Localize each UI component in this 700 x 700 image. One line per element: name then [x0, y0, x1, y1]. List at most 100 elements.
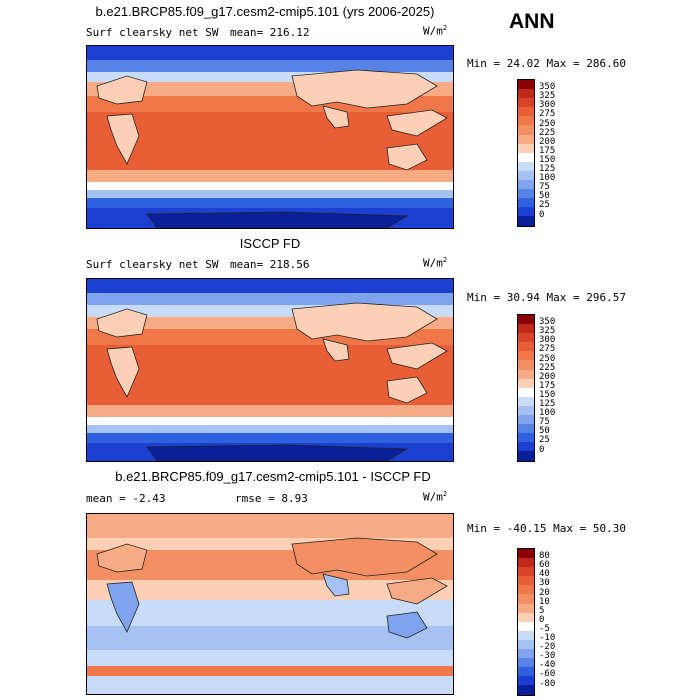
colorbar-tick-label: -5 [539, 623, 550, 634]
colorbar-tick-label: 80 [539, 551, 550, 562]
colorbar-tick-label: 0 [539, 614, 545, 625]
colorbar-tick-label: 175 [539, 380, 556, 391]
colorbar-swatch [518, 98, 534, 108]
panel1-colorbar: 350 325 300 275 250 225 200 175 150 125 100 75 50 25 0 [517, 79, 555, 227]
panel3-map-field [87, 514, 453, 694]
colorbar-swatch [518, 369, 534, 379]
colorbar-tick-label: 225 [539, 127, 556, 138]
colorbar-swatch [518, 134, 534, 144]
colorbar-tick-label: 325 [539, 91, 556, 102]
colorbar-tick-label: 350 [539, 82, 556, 93]
colorbar-tick-label: 175 [539, 145, 556, 156]
colorbar-swatch [518, 451, 534, 461]
colorbar-tick-label: 125 [539, 164, 556, 174]
colorbar-tick-label: 300 [539, 100, 556, 111]
panel1-units: W/m2 [423, 24, 448, 38]
colorbar-swatch [518, 180, 534, 190]
colorbar-tick-label: 325 [539, 326, 556, 337]
colorbar-tick-label: 250 [539, 118, 556, 129]
colorbar-swatch [518, 594, 534, 604]
colorbar-swatch [518, 207, 534, 217]
colorbar-swatch [518, 170, 534, 181]
colorbar-swatch [518, 216, 534, 226]
colorbar-tick-label: 25 [539, 200, 550, 211]
panel2-map [86, 278, 454, 462]
colorbar-tick-label: -30 [539, 651, 556, 662]
colorbar-tick-label: 5 [539, 605, 545, 616]
colorbar-tick-label: 60 [539, 560, 550, 571]
panel2-title: ISCCP FD [239, 236, 301, 251]
colorbar-swatch [518, 351, 534, 361]
colorbar-swatch [518, 360, 534, 370]
panel2-variable: Surf clearsky net SW [86, 258, 219, 271]
colorbar-swatch [518, 189, 534, 199]
panel2-map-field [87, 279, 453, 461]
colorbar-tick-label: 50 [539, 426, 550, 437]
colorbar-swatch [518, 387, 534, 397]
panel3-rmse: rmse = 8.93 [235, 492, 308, 505]
colorbar-swatch [518, 667, 534, 677]
panel2-colorbar-swatches [517, 314, 535, 462]
colorbar-swatch [518, 116, 534, 126]
colorbar-swatch [518, 658, 534, 668]
colorbar-tick-label: -10 [539, 633, 556, 643]
colorbar-tick-label: 10 [539, 596, 550, 607]
colorbar-swatch [518, 621, 534, 631]
colorbar-tick-label: 275 [539, 344, 556, 355]
panel1-variable: Surf clearsky net SW [86, 26, 219, 39]
colorbar-tick-label: 150 [539, 389, 556, 400]
colorbar-tick-label: -60 [539, 669, 556, 680]
colorbar-tick-label: 75 [539, 182, 550, 193]
colorbar-swatch [518, 567, 534, 577]
panel3-minmax: Min = -40.15 Max = 50.30 [467, 522, 626, 535]
colorbar-swatch [518, 198, 534, 208]
panel3-mean: mean = -2.43 [86, 492, 166, 505]
panel1-minmax: Min = 24.02 Max = 286.60 [467, 57, 626, 70]
colorbar-swatch [518, 396, 534, 406]
colorbar-swatch [518, 378, 534, 388]
colorbar-tick-label: 0 [539, 209, 545, 220]
colorbar-tick-label: 75 [539, 417, 550, 428]
colorbar-tick-label: 275 [539, 109, 556, 120]
panel3-map [86, 513, 454, 695]
colorbar-tick-label: 20 [539, 587, 550, 598]
colorbar-tick-label: 100 [539, 408, 556, 419]
colorbar-swatch [518, 630, 534, 640]
colorbar-tick-label: 125 [539, 399, 556, 409]
colorbar-tick-label: 40 [539, 569, 550, 580]
colorbar-swatch [518, 442, 534, 452]
colorbar-tick-label: -40 [539, 660, 556, 671]
season-label: ANN [509, 10, 555, 33]
colorbar-swatch [518, 143, 534, 153]
colorbar-swatch [518, 585, 534, 595]
colorbar-swatch [518, 676, 534, 686]
colorbar-swatch [518, 315, 534, 325]
colorbar-swatch [518, 603, 534, 613]
panel2-minmax: Min = 30.94 Max = 296.57 [467, 291, 626, 304]
colorbar-swatch [518, 125, 534, 135]
colorbar-swatch [518, 639, 534, 650]
colorbar-swatch [518, 333, 534, 343]
panel1-map-field [87, 46, 453, 228]
colorbar-tick-label: -80 [539, 678, 556, 689]
colorbar-tick-label: 0 [539, 444, 545, 455]
colorbar-swatch [518, 549, 534, 559]
colorbar-swatch [518, 405, 534, 416]
colorbar-tick-label: 25 [539, 435, 550, 446]
colorbar-swatch [518, 612, 534, 622]
colorbar-tick-label: 300 [539, 335, 556, 346]
panel2-colorbar: 350 325 300 275 250 225 200 175 150 125 100 75 50 25 0 [517, 314, 555, 462]
panel3-title: b.e21.BRCP85.f09_g17.cesm2-cmip5.101 - I… [115, 469, 431, 484]
colorbar-swatch [518, 342, 534, 352]
panel1-colorbar-swatches [517, 79, 535, 227]
colorbar-swatch [518, 89, 534, 99]
colorbar-tick-label: 30 [539, 578, 550, 589]
colorbar-swatch [518, 80, 534, 90]
colorbar-tick-label: 100 [539, 173, 556, 184]
panel3-colorbar: 80 60 40 30 20 10 5 0 -5 -10 -20 -30 -40 -60 -80 [517, 548, 555, 696]
colorbar-tick-label: 250 [539, 353, 556, 364]
panel2-mean: mean= 218.56 [230, 258, 310, 271]
colorbar-swatch [518, 415, 534, 425]
colorbar-swatch [518, 649, 534, 659]
panel1-title: b.e21.BRCP85.f09_g17.cesm2-cmip5.101 (yr… [95, 4, 435, 19]
